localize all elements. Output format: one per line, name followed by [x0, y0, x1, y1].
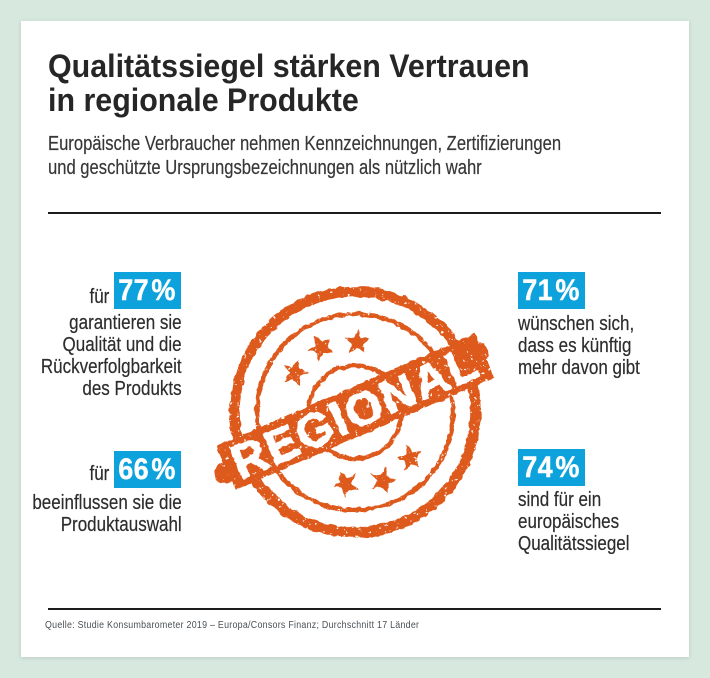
svg-text:REGIONAL: REGIONAL: [223, 335, 486, 489]
